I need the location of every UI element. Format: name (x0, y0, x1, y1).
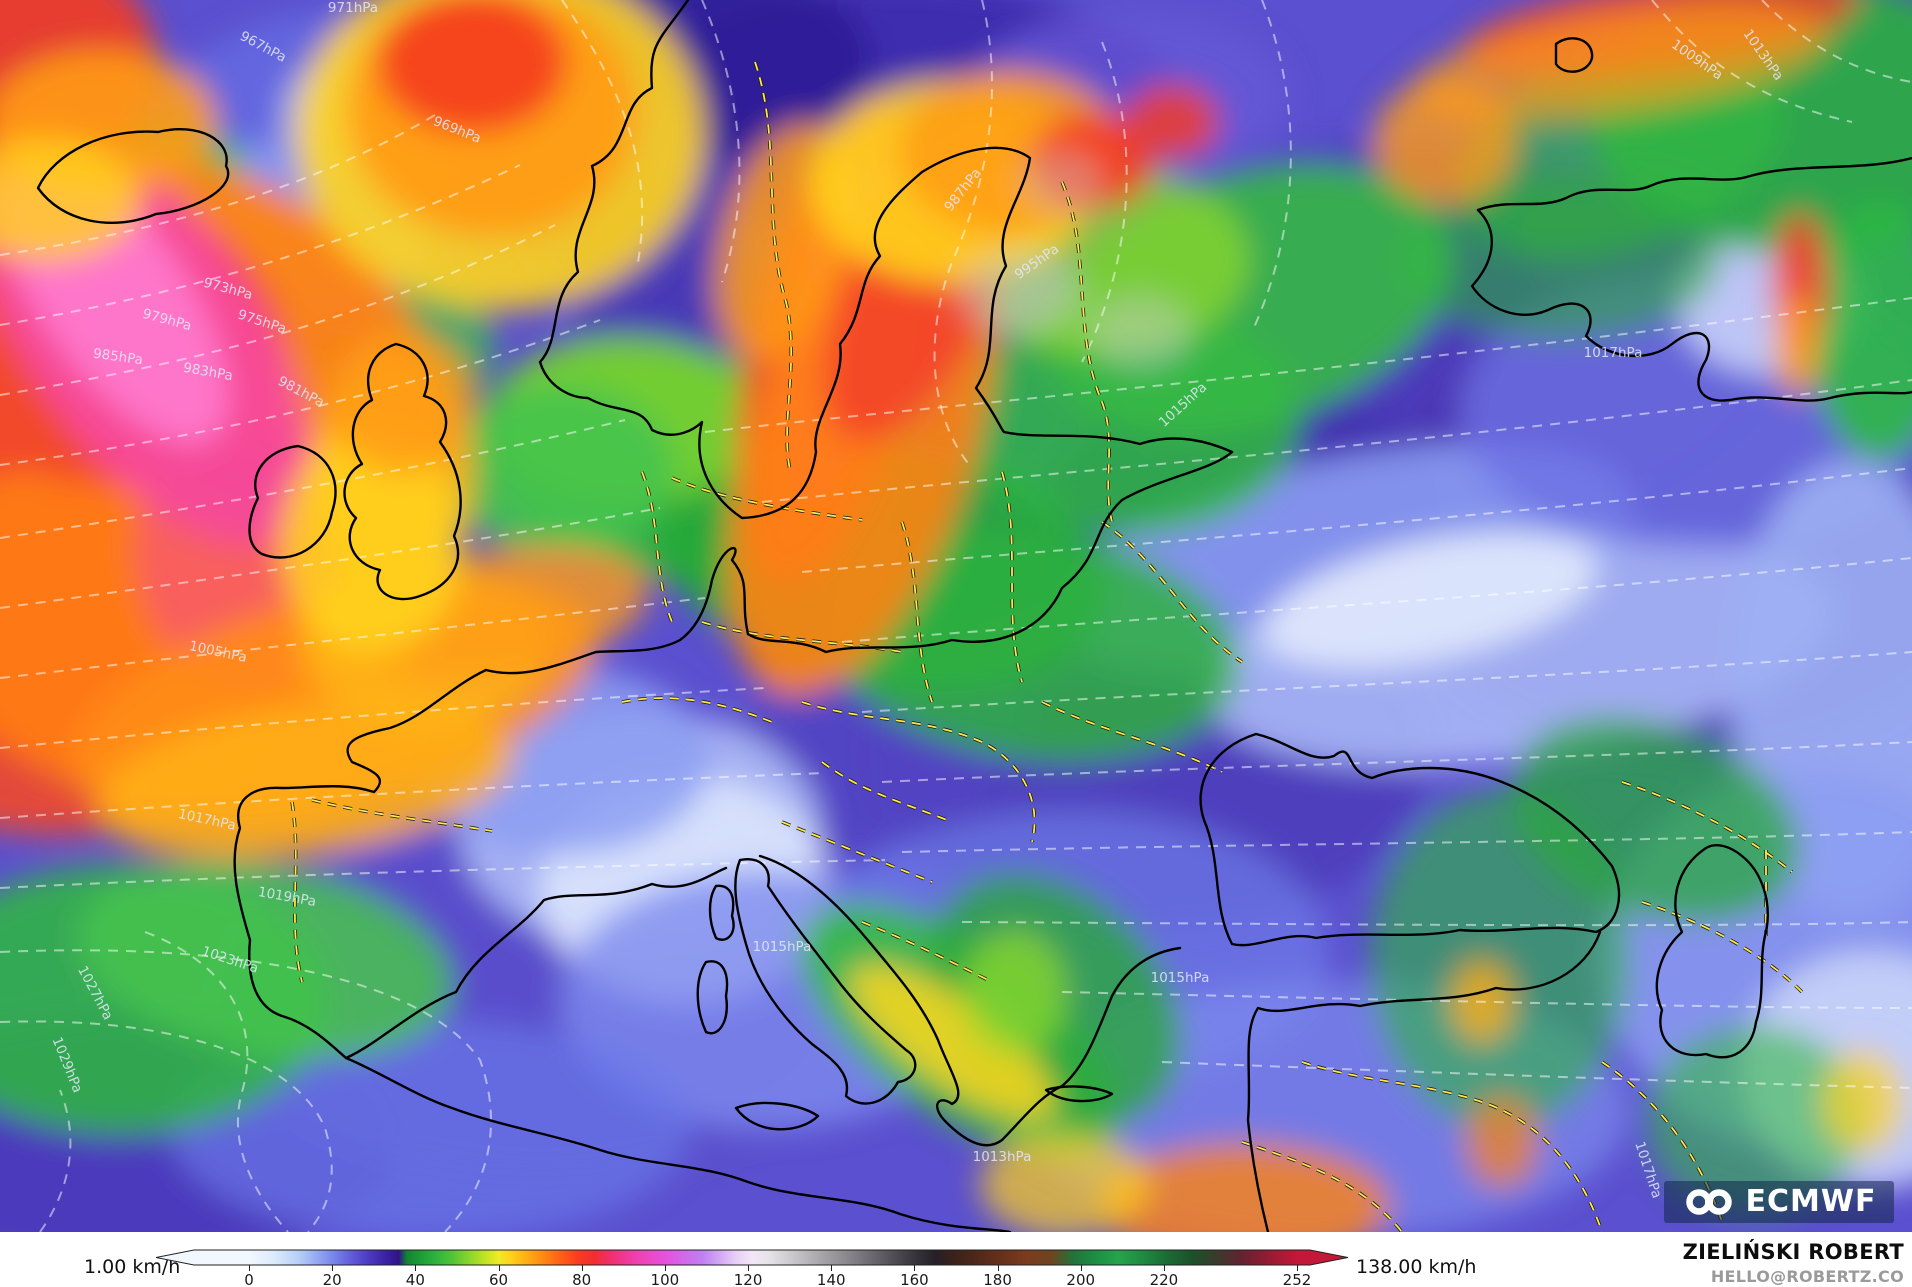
legend-footer: 1.00 km/h 0 20 40 60 80 100 120 140 160 180 200 220… (0, 1232, 1912, 1287)
colorbar-tick-label: 20 (322, 1271, 342, 1287)
colorbar-tick-label: 100 (650, 1271, 680, 1287)
colorbar-tick-mark (332, 1265, 334, 1271)
wind-speed-colorbar (156, 1249, 1348, 1266)
colorbar-tick-mark (1297, 1265, 1298, 1271)
coastlines (36, 0, 1912, 1232)
colorbar-tick-label: 40 (405, 1271, 425, 1287)
colorbar-tick-mark (997, 1265, 999, 1271)
colorbar-tick-label: 140 (816, 1271, 846, 1287)
colorbar-tick-mark (914, 1265, 916, 1271)
colorbar-tick-label: 180 (983, 1271, 1012, 1287)
colorbar-tick-label: 80 (572, 1271, 592, 1287)
colorbar-tick-label: 220 (1149, 1271, 1179, 1287)
colorbar-tick-mark (249, 1265, 250, 1271)
attribution-name: ZIELIŃSKI ROBERT (1682, 1240, 1904, 1264)
colorbar-tick-label: 0 (244, 1271, 254, 1287)
colorbar-tick-label: 160 (900, 1271, 929, 1287)
isobar-lines (0, 0, 1912, 1232)
colorbar-tick-label: 200 (1066, 1271, 1096, 1287)
colorbar-tick-mark (415, 1265, 417, 1271)
ecmwf-logo-icon (1685, 1189, 1732, 1215)
colorbar-tick-mark (581, 1265, 583, 1271)
colorbar-tick-label: 120 (733, 1271, 763, 1287)
attribution-email: HELLO@ROBERTZ.CO (1710, 1267, 1904, 1286)
ecmwf-watermark: ECMWF (1664, 1181, 1894, 1223)
colorbar-tick-label: 60 (488, 1271, 509, 1287)
colorbar-ticks: 0 20 40 60 80 100 120 140 160 180 200 220 252 (0, 1232, 1912, 1287)
legend-max-label: 138.00 km/h (1356, 1256, 1477, 1278)
attribution: ZIELIŃSKI ROBERT HELLO@ROBERTZ.CO (1683, 1240, 1904, 1286)
colorbar-tick-label: 252 (1282, 1271, 1312, 1287)
colorbar-tick-mark (664, 1265, 666, 1271)
colorbar-tick-mark (831, 1265, 833, 1271)
ecmwf-logo-text: ECMWF (1745, 1184, 1877, 1219)
colorbar-tick-mark (748, 1265, 750, 1271)
wind-map-canvas: 971hPa 967hPa 969hPa 973hPa 975hPa 979hPa 985h… (0, 0, 1912, 1232)
colorbar-tick-mark (1163, 1265, 1165, 1271)
wind-speed-heatmap (0, 0, 1912, 1232)
colorbar-tick-mark (498, 1265, 500, 1271)
legend-min-label: 1.00 km/h (84, 1256, 181, 1278)
colorbar-tick-mark (1080, 1265, 1082, 1271)
